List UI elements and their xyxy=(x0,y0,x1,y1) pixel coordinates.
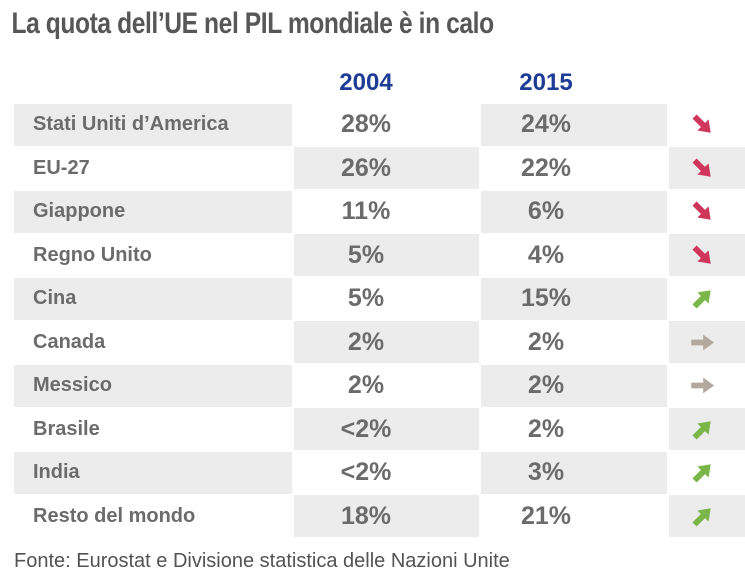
country-label: Canada xyxy=(14,321,292,363)
source-note: Fonte: Eurostat e Divisione statistica d… xyxy=(14,550,510,572)
trend-cell xyxy=(669,103,745,146)
trend-down-icon xyxy=(691,157,711,177)
trend-up-icon xyxy=(691,420,711,440)
trend-down-icon xyxy=(691,114,711,133)
value-2004: 18% xyxy=(294,495,479,537)
trend-flat-icon xyxy=(690,377,714,394)
trend-down-icon xyxy=(691,201,711,220)
value-2004: <2% xyxy=(294,451,479,494)
country-label: India xyxy=(14,451,292,494)
country-label: EU-27 xyxy=(14,147,292,189)
value-2015: 2% xyxy=(481,321,667,363)
value-2004: 5% xyxy=(294,277,479,320)
country-label: Regno Unito xyxy=(14,234,292,276)
trend-up-icon xyxy=(691,464,711,483)
trend-down-icon xyxy=(691,244,711,264)
value-2015: 6% xyxy=(481,190,667,233)
value-2015: 22% xyxy=(481,147,667,189)
trend-cell xyxy=(669,451,745,494)
trend-up-icon xyxy=(691,290,711,309)
trend-cell xyxy=(669,364,745,407)
country-label: Brasile xyxy=(14,408,292,450)
header-spacer-left xyxy=(14,58,292,102)
gdp-table: 2004 2015 Stati Uniti d’America 28% 24% … xyxy=(14,58,745,537)
trend-cell xyxy=(669,408,745,450)
page-title: La quota dell’UE nel PIL mondiale è in c… xyxy=(11,7,494,40)
country-label: Messico xyxy=(14,364,292,407)
column-header-2004: 2004 xyxy=(339,69,393,96)
country-label: Cina xyxy=(14,277,292,320)
trend-cell xyxy=(669,277,745,320)
value-2015: 4% xyxy=(481,234,667,276)
value-2004: 2% xyxy=(294,364,479,407)
header-spacer-right xyxy=(669,58,745,102)
value-2004: 11% xyxy=(294,190,479,233)
trend-cell xyxy=(669,147,745,189)
country-label: Stati Uniti d’America xyxy=(14,103,292,146)
value-2015: 15% xyxy=(481,277,667,320)
column-header-2015: 2015 xyxy=(519,69,573,96)
value-2004: 5% xyxy=(294,234,479,276)
value-2004: 28% xyxy=(294,103,479,146)
value-2015: 2% xyxy=(481,364,667,407)
value-2004: <2% xyxy=(294,408,479,450)
trend-cell xyxy=(669,321,745,363)
trend-cell xyxy=(669,495,745,537)
country-label: Resto del mondo xyxy=(14,495,292,537)
trend-cell xyxy=(669,190,745,233)
value-2004: 26% xyxy=(294,147,479,189)
value-2015: 24% xyxy=(481,103,667,146)
value-2004: 2% xyxy=(294,321,479,363)
value-2015: 3% xyxy=(481,451,667,494)
trend-up-icon xyxy=(691,507,711,527)
country-label: Giappone xyxy=(14,190,292,233)
trend-flat-icon xyxy=(690,334,714,350)
value-2015: 21% xyxy=(481,495,667,537)
trend-cell xyxy=(669,234,745,276)
value-2015: 2% xyxy=(481,408,667,450)
